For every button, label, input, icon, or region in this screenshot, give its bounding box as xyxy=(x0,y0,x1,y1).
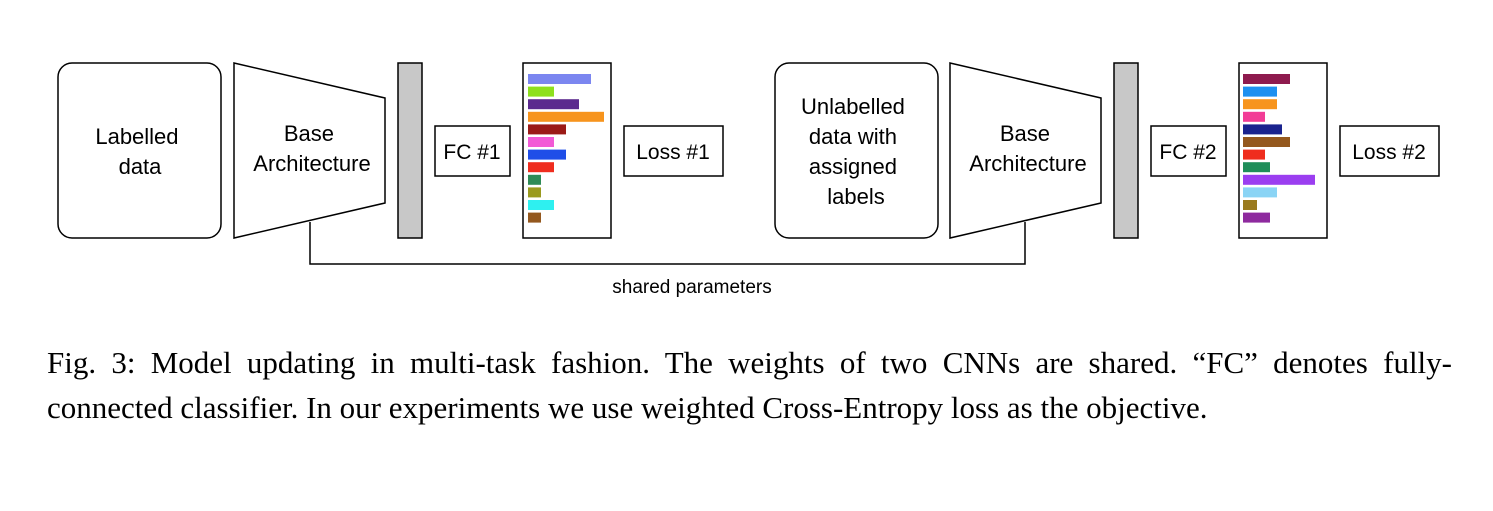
loss1-label: Loss #1 xyxy=(636,141,710,164)
feature-layer-left xyxy=(397,62,423,239)
figure-caption: Fig. 3: Model updating in multi-task fas… xyxy=(47,345,1452,425)
feature-layer-right xyxy=(1113,62,1139,239)
unlabelled-data-line-3: assigned xyxy=(809,154,897,179)
shared-parameters-connector xyxy=(309,222,1026,265)
right-bar-1 xyxy=(1243,74,1290,84)
unlabelled-data-line-1: Unlabelled xyxy=(801,94,905,119)
right-bar-7 xyxy=(1243,149,1265,160)
left-bar-11 xyxy=(528,200,554,210)
labelled-data-line-1: Labelled xyxy=(95,124,178,149)
labelled-data-line-2: data xyxy=(119,154,163,179)
fc2-label: FC #2 xyxy=(1159,141,1216,164)
unlabelled-data-box xyxy=(774,62,939,239)
right-bar-6 xyxy=(1243,137,1290,147)
unlabelled-data-line-2: data with xyxy=(809,124,897,149)
svg-text:Unlabelled data with: Unlabelled data with assigned labels xyxy=(801,94,911,209)
left-bar-10 xyxy=(528,187,541,198)
fc2-box xyxy=(1150,125,1227,177)
bars-left xyxy=(528,74,604,223)
right-bar-4 xyxy=(1243,111,1265,122)
loss1-box xyxy=(623,125,724,177)
left-bar-2 xyxy=(528,86,554,97)
right-bar-2 xyxy=(1243,86,1277,97)
right-bar-11 xyxy=(1243,200,1257,210)
right-bar-3 xyxy=(1243,99,1277,110)
left-bar-12 xyxy=(528,212,541,223)
left-bar-5 xyxy=(528,124,566,135)
fc1-label: FC #1 xyxy=(443,141,500,164)
base-architecture-right xyxy=(949,62,1102,239)
unlabelled-data-line-4: labels xyxy=(827,184,884,209)
labelled-data-box xyxy=(57,62,222,239)
left-bar-4 xyxy=(528,111,604,122)
loss2-box xyxy=(1339,125,1440,177)
left-bar-9 xyxy=(528,174,541,185)
bars-right xyxy=(1243,74,1315,223)
svg-text:Base Architecture: Base Architecture xyxy=(253,121,370,176)
left-bar-6 xyxy=(528,137,554,147)
right-bar-5 xyxy=(1243,124,1282,135)
base-architecture-left-line-2: Architecture xyxy=(253,151,370,176)
left-branch: Labelled data Base Architecture FC #1 Lo… xyxy=(57,62,724,239)
svg-text:Labelled data: Labelled data xyxy=(95,124,184,179)
shared-parameters-label: shared parameters xyxy=(612,277,771,298)
right-bar-9 xyxy=(1243,174,1315,185)
right-bar-10 xyxy=(1243,187,1277,198)
left-bar-1 xyxy=(528,74,591,84)
fc1-box xyxy=(434,125,511,177)
left-bar-7 xyxy=(528,149,566,160)
loss2-label: Loss #2 xyxy=(1352,141,1426,164)
right-branch: Unlabelled data with assigned labels Bas… xyxy=(774,62,1440,239)
base-architecture-right-line-2: Architecture xyxy=(969,151,1086,176)
left-bar-3 xyxy=(528,99,579,110)
right-bar-8 xyxy=(1243,162,1270,173)
base-architecture-left xyxy=(233,62,386,239)
right-bar-12 xyxy=(1243,212,1270,223)
multi-task-diagram: Labelled data Base Architecture FC #1 Lo… xyxy=(57,62,1440,298)
base-architecture-left-line-1: Base xyxy=(284,121,334,146)
svg-text:Base Architecture: Base Architecture xyxy=(969,121,1086,176)
base-architecture-right-line-1: Base xyxy=(1000,121,1050,146)
left-bar-8 xyxy=(528,162,554,173)
